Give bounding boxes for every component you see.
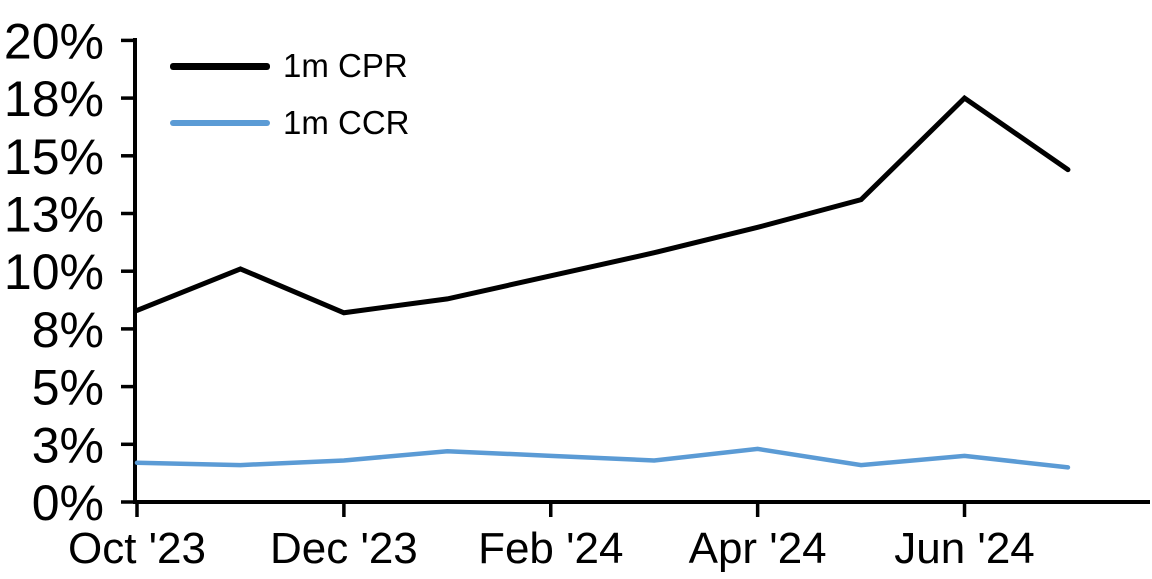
- y-axis-tick-label: 8%: [32, 302, 104, 358]
- x-axis-tick-label: Dec '23: [270, 524, 418, 573]
- legend-label-1m-cpr: 1m CPR: [283, 47, 408, 84]
- x-axis-tick-label: Jun '24: [894, 524, 1035, 573]
- y-axis-tick-label: 13%: [4, 187, 104, 243]
- x-axis-tick-label: Feb '24: [478, 524, 623, 573]
- legend: 1m CPR 1m CCR: [170, 46, 410, 143]
- y-axis-tick-label: 20%: [4, 13, 104, 69]
- legend-swatch-1m-cpr: [170, 62, 270, 70]
- y-axis-tick-label: 5%: [32, 360, 104, 416]
- y-axis: 0%3%5%8%10%13%15%18%20%: [4, 13, 135, 531]
- legend-item-1m-cpr: 1m CPR: [170, 46, 410, 86]
- series-line-1m-cpr: [134, 94, 1071, 316]
- x-axis-tick-label: Apr '24: [689, 524, 827, 573]
- legend-item-1m-ccr: 1m CCR: [170, 103, 410, 143]
- y-axis-tick-label: 10%: [4, 244, 104, 300]
- legend-swatch-1m-ccr: [170, 120, 270, 126]
- series-line-1m-ccr: [134, 446, 1071, 470]
- x-axis-tick-label: Oct '23: [68, 524, 206, 573]
- x-axis: Oct '23 Dec '23 Feb '24 Apr '24 Jun '24: [68, 502, 1035, 573]
- y-axis-tick-label: 15%: [4, 129, 104, 185]
- y-axis-tick-label: 0%: [32, 475, 104, 531]
- legend-label-1m-ccr: 1m CCR: [283, 104, 410, 141]
- y-axis-tick-label: 18%: [4, 71, 104, 127]
- y-axis-tick-label: 3%: [32, 417, 104, 473]
